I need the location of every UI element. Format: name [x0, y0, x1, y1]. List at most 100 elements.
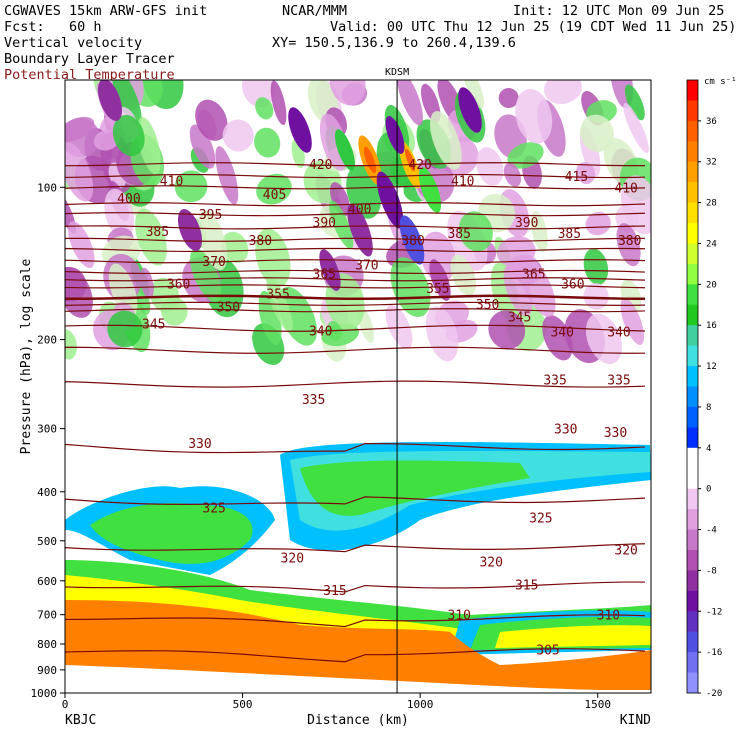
contour-label-group: 415	[565, 170, 588, 185]
contour-label-group: 385	[447, 227, 470, 242]
contour-label-group: 325	[202, 502, 225, 517]
wave-blob	[488, 310, 526, 350]
colorbar-label: -4	[706, 526, 717, 536]
contour-label: 345	[142, 318, 165, 333]
contour-label: 380	[401, 234, 424, 249]
contour-label-group: 325	[529, 512, 552, 527]
wave-blob	[255, 228, 291, 288]
contour-label-group: 330	[554, 423, 577, 438]
field-boundary-layer-tracer: Boundary Layer Tracer	[4, 51, 175, 67]
contour-label-group: 410	[451, 175, 474, 190]
wave-blob	[65, 142, 94, 202]
contour-label-group: 370	[202, 255, 225, 270]
contour-label: 305	[536, 643, 559, 658]
colorbar-label: 36	[706, 117, 717, 127]
contour-label: 345	[508, 310, 531, 325]
wave-blob	[112, 80, 142, 126]
wave-blob	[496, 236, 536, 268]
colorbar-swatch	[687, 652, 698, 674]
contour-label: 340	[550, 326, 573, 341]
contour-label: 360	[167, 278, 190, 293]
contour-label-group: 360	[167, 278, 190, 293]
wave-blob	[585, 313, 623, 365]
contour-label-group: 345	[142, 318, 165, 333]
theta-contours	[65, 162, 646, 663]
contour-label: 350	[217, 300, 240, 315]
colorbar-swatch	[687, 529, 698, 551]
contour-label-group: 330	[604, 426, 627, 441]
colorbar-label: 32	[706, 158, 717, 168]
colorbar-swatch	[687, 202, 698, 224]
plot-area: 410 420 420 410 415 410 400 405 400 395 390 390 385 3…	[65, 80, 651, 693]
contour-label-group: 365	[522, 267, 545, 282]
contour-label: 320	[281, 552, 304, 567]
field-potential-temperature: Potential Temperature	[4, 67, 175, 83]
colorbar-label: 20	[706, 280, 717, 290]
init-time: Init: 12 UTC Mon 09 Jun 25	[513, 3, 725, 19]
contour-label-group: 380	[249, 234, 272, 249]
velocity-core	[458, 87, 482, 133]
contour-label: 390	[313, 216, 336, 231]
wave-blob	[254, 127, 281, 158]
wave-blob	[616, 223, 641, 267]
contour-label: 365	[522, 267, 545, 282]
forecast-hour: Fcst: 60 h	[4, 19, 102, 35]
contour-label: 415	[565, 170, 588, 185]
contour-label-group: 335	[607, 374, 630, 389]
contour-label: 320	[614, 543, 637, 558]
contour-label: 355	[426, 282, 449, 297]
velocity-core	[335, 129, 355, 171]
contour-label-group: 315	[323, 584, 346, 599]
contour-label: 370	[355, 258, 378, 273]
wave-blob	[430, 111, 462, 170]
theta-contour-335	[65, 380, 646, 388]
org-label: NCAR/MMM	[282, 3, 348, 19]
contour-label: 325	[202, 502, 225, 517]
y-tick-label: 100	[37, 181, 57, 194]
wave-blob	[624, 84, 645, 121]
theta-contour-370	[65, 277, 646, 282]
contour-label: 310	[597, 609, 620, 624]
colorbar-swatch	[687, 243, 698, 265]
wave-blob	[519, 258, 556, 317]
contour-label-group: 400	[117, 192, 140, 207]
contour-label: 410	[614, 181, 637, 196]
contour-label: 335	[543, 374, 566, 389]
theta-contour-365	[65, 284, 646, 289]
wave-blob	[531, 211, 548, 252]
plot-frame	[64, 79, 652, 694]
contour-label: 400	[117, 192, 140, 207]
y-tick-label: 200	[37, 334, 57, 347]
contour-label-group: 365	[313, 267, 336, 282]
contour-label-group: 355	[266, 287, 289, 302]
contour-label: 365	[313, 267, 336, 282]
contour-label-group: 320	[614, 543, 637, 558]
boundary-layer	[65, 600, 651, 693]
y-tick-label: 500	[37, 535, 57, 548]
contour-label: 385	[146, 225, 169, 240]
x-axis-label: Distance (km)	[307, 713, 409, 728]
colorbar-swatch	[687, 631, 698, 653]
wave-blob	[255, 97, 274, 120]
y-tick-label: 300	[37, 423, 57, 436]
contour-label: 340	[607, 326, 630, 341]
theta-contour-420	[65, 162, 646, 167]
theta-contour-345	[65, 324, 646, 332]
contour-label: 325	[529, 512, 552, 527]
y-tick-label: 1000	[31, 687, 58, 700]
wave-blob	[498, 88, 519, 109]
velocity-core	[97, 80, 123, 121]
contour-label-group: 380	[401, 234, 424, 249]
contour-label-group: 350	[217, 300, 240, 315]
wave-blob	[623, 102, 649, 154]
velocity-core	[399, 215, 425, 265]
model-title: CGWAVES 15km ARW-GFS init	[4, 3, 208, 19]
colorbar-swatch	[687, 447, 698, 469]
y-tick-label: 800	[37, 638, 57, 651]
wave-blob	[242, 80, 276, 108]
colorbar-swatch	[687, 570, 698, 592]
wave-blob	[476, 147, 504, 186]
contour-label: 370	[202, 255, 225, 270]
contour-label: 400	[348, 202, 371, 217]
colorbar-swatch	[687, 182, 698, 204]
